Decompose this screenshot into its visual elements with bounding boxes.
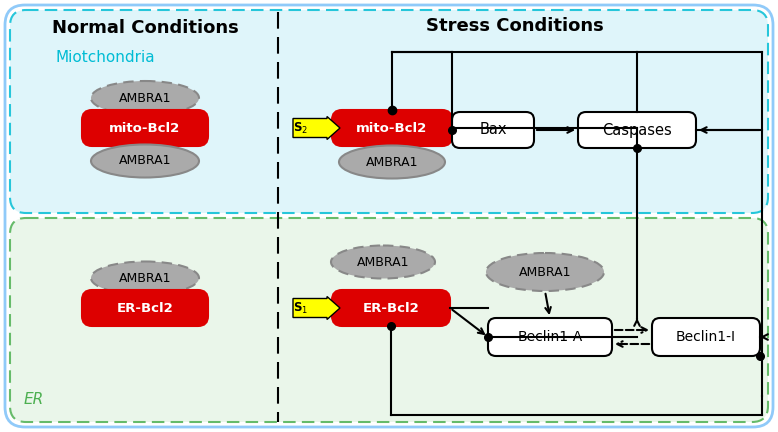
Text: Beclin1-I: Beclin1-I [676,330,736,344]
Text: Caspases: Caspases [602,123,672,137]
Text: ER: ER [24,393,44,407]
FancyArrow shape [293,117,340,140]
Text: AMBRA1: AMBRA1 [119,155,171,168]
FancyBboxPatch shape [82,110,208,146]
Text: AMBRA1: AMBRA1 [119,271,171,285]
Text: AMBRA1: AMBRA1 [519,266,571,279]
Text: AMBRA1: AMBRA1 [119,92,171,105]
Ellipse shape [339,146,445,178]
Text: ER-Bcl2: ER-Bcl2 [363,302,419,314]
Ellipse shape [331,245,435,279]
FancyBboxPatch shape [10,218,768,422]
Text: ER-Bcl2: ER-Bcl2 [117,302,173,314]
Text: AMBRA1: AMBRA1 [366,156,419,168]
FancyBboxPatch shape [5,5,773,427]
FancyArrow shape [293,296,340,320]
Ellipse shape [91,81,199,115]
FancyBboxPatch shape [82,290,208,326]
Ellipse shape [486,253,604,291]
Text: S$_1$: S$_1$ [293,300,309,315]
Text: Normal Conditions: Normal Conditions [51,19,238,37]
FancyBboxPatch shape [332,110,452,146]
Text: mito-Bcl2: mito-Bcl2 [110,121,180,134]
FancyBboxPatch shape [488,318,612,356]
FancyBboxPatch shape [332,290,450,326]
Text: AMBRA1: AMBRA1 [357,255,409,269]
FancyBboxPatch shape [652,318,760,356]
Text: Bax: Bax [479,123,506,137]
FancyBboxPatch shape [10,10,768,213]
Ellipse shape [91,261,199,295]
Text: mito-Bcl2: mito-Bcl2 [356,121,428,134]
Ellipse shape [91,144,199,178]
Text: S$_2$: S$_2$ [293,121,309,136]
FancyBboxPatch shape [452,112,534,148]
FancyBboxPatch shape [578,112,696,148]
Text: Beclin1-A: Beclin1-A [517,330,583,344]
Text: Miotchondria: Miotchondria [56,51,156,66]
Text: Stress Conditions: Stress Conditions [426,17,604,35]
